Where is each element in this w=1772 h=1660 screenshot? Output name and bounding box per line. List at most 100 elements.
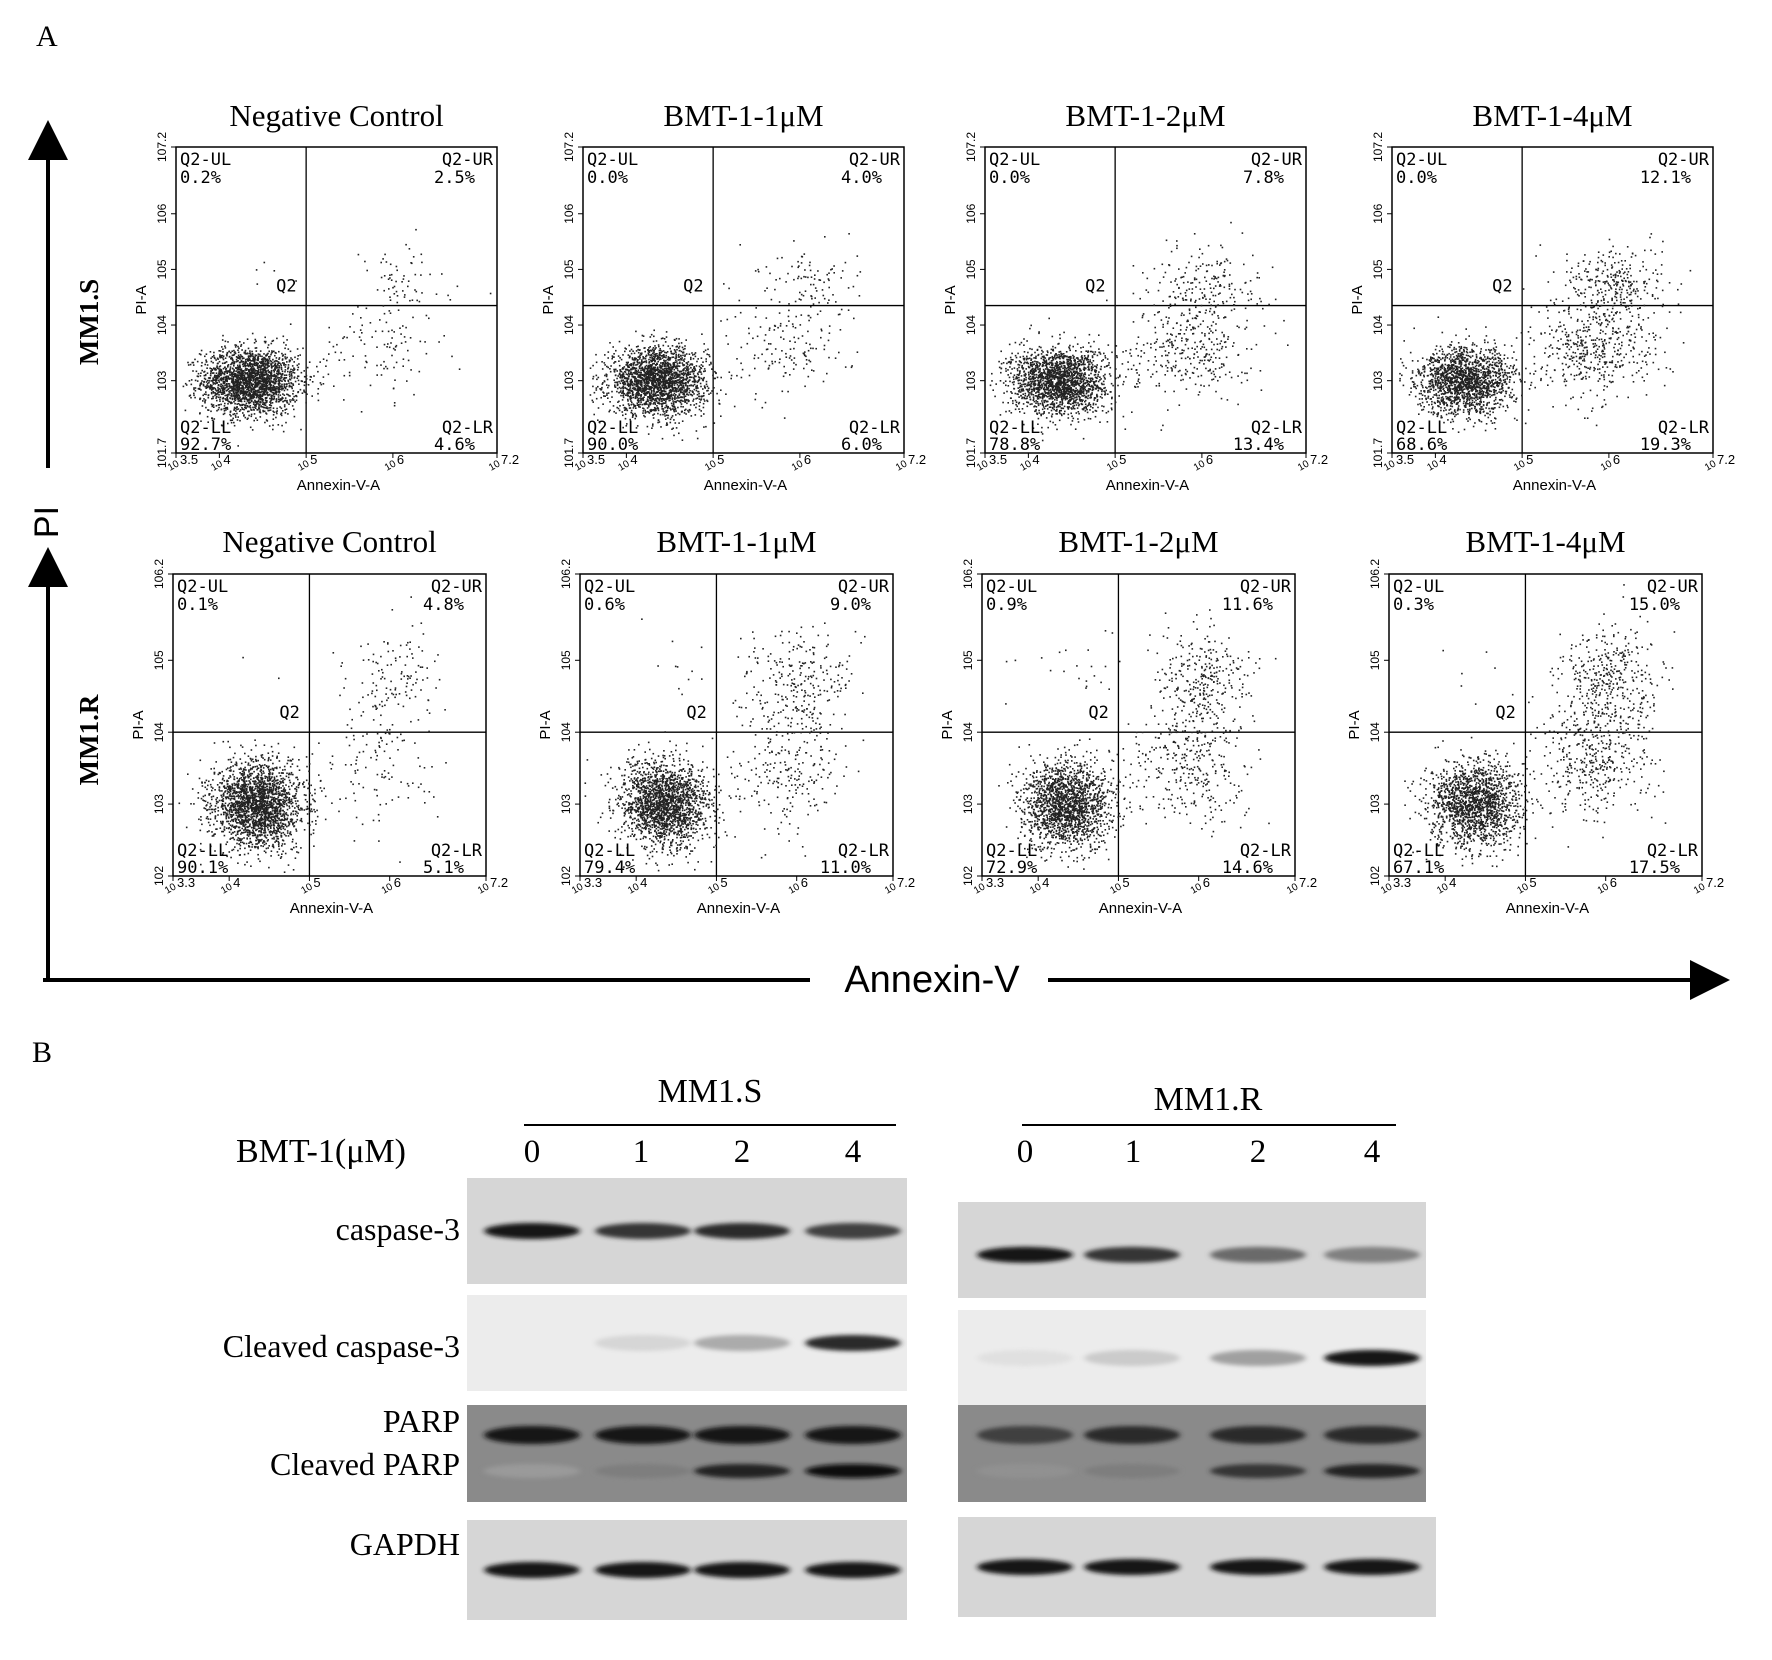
y-tick-label: 105 [964,259,985,279]
blot-band [694,1223,790,1239]
quadrant-lr-percent: 14.6% [1222,858,1273,878]
x-tick-label: 104 [1018,452,1039,474]
quadrant-ll-name: Q2-LL [1393,841,1444,861]
y-tick-label: 103 [964,370,985,391]
gate-label: Q2 [1495,703,1515,723]
quadrant-ur-name: Q2-UR [1647,577,1699,597]
lane-label: 0 [1017,1134,1034,1170]
y-axis-label: PI-A [130,710,147,739]
x-tick-label: 107.2 [487,452,519,474]
y-axis-label: PI-A [133,285,150,314]
quadrant-ur-percent: 11.6% [1222,595,1273,615]
plot-title: BMT-1-4μM [1472,98,1632,133]
blot-band-cleaved [805,1464,901,1478]
row-label-mm1r: MM1.R [74,694,104,785]
lane-label: 0 [524,1134,541,1170]
lane-label: 1 [1125,1134,1142,1170]
x-tick-label: 106 [787,875,808,897]
blot-band [977,1350,1073,1366]
plot-frame [582,146,905,454]
svg-text:101.7: 101.7 [155,438,169,468]
x-tick-label: 104 [1425,452,1446,474]
plot-frame [579,573,894,877]
x-tick-label: 103.5 [166,452,198,474]
scatter-points [1399,233,1692,433]
y-tick-label: 106.2 [961,559,982,589]
quadrant-ur-percent: 15.0% [1629,595,1680,615]
quadrant-lr-name: Q2-LR [1240,841,1292,861]
blot-band [595,1223,691,1239]
quadrant-ur-name: Q2-UR [442,150,494,170]
blot-band [484,1223,580,1239]
y-tick-label: 104 [562,315,583,335]
y-tick-label: 105 [152,650,173,670]
blot-row-label: caspase-3 [336,1211,460,1247]
y-tick-label: 105 [1368,650,1389,670]
lane-label: 4 [845,1134,862,1170]
x-tick-label: 104 [209,452,230,474]
y-tick-label: 102 [1368,866,1389,886]
plot-frame [1388,573,1703,877]
x-tick-label: 105 [1105,452,1126,474]
quadrant-ul-percent: 0.9% [986,595,1027,615]
scatter-points [178,596,447,873]
x-tick-label: 106 [1596,875,1617,897]
pi-axis-label: PI [28,506,66,538]
quadrant-ur-percent: 9.0% [830,595,871,615]
blot-band [484,1562,580,1578]
blot-band [595,1426,691,1444]
svg-text:3.5: 3.5 [180,452,198,467]
scatter-points [589,233,862,441]
blot-band [977,1246,1073,1263]
x-tick-label: 103.5 [573,452,605,474]
quadrant-ll-percent: 78.8% [989,435,1040,455]
quadrant-ll-name: Q2-LL [989,418,1040,438]
quadrant-lr-name: Q2-LR [431,841,483,861]
svg-text:10: 10 [487,458,503,473]
quadrant-lr-name: Q2-LR [1647,841,1699,861]
quadrant-ur-name: Q2-UR [1240,577,1292,597]
blot-band [1324,1559,1420,1575]
quadrant-ur-percent: 12.1% [1640,168,1691,188]
y-tick-label: 105 [1371,259,1392,279]
western-blot: MM1.S MM1.R BMT-1(μM) 0 1 2 4 0 1 2 4 caspase-3… [223,1073,1436,1620]
blot-row-label: Cleaved PARP [270,1446,460,1482]
y-tick-label: 104 [559,722,580,742]
x-tick-label: 104 [219,875,240,897]
group-label-mm1r: MM1.R [1154,1081,1263,1118]
svg-text:6: 6 [397,452,404,467]
y-tick-label: 103 [155,370,176,391]
quadrant-lr-name: Q2-LR [1251,418,1303,438]
scatter-points [584,618,866,872]
blot-band [1084,1246,1180,1263]
gate-label: Q2 [686,703,706,723]
quadrant-ur-name: Q2-UR [849,150,901,170]
plot-frame [1391,146,1714,454]
lane-label: 2 [734,1134,751,1170]
y-tick-label: 107.2 [562,132,583,162]
quadrant-lr-percent: 13.4% [1233,435,1284,455]
x-axis-label: Annexin-V-A [290,900,373,917]
plot-title: Negative Control [222,524,436,559]
blot-band [1324,1350,1420,1366]
quadrant-ll-name: Q2-LL [587,418,638,438]
scatter-points [989,221,1289,442]
svg-text:107.2: 107.2 [155,132,169,162]
quadrant-lr-percent: 11.0% [820,858,871,878]
panel-b-label: B [32,1036,52,1069]
plot-title: BMT-1-2μM [1058,524,1218,559]
blot-band-cleaved [595,1464,691,1478]
quadrant-ur-name: Q2-UR [1251,150,1303,170]
blot-band [1210,1559,1306,1575]
plot-title: Negative Control [229,98,443,133]
svg-text:5: 5 [310,452,317,467]
plot-frame [172,573,487,877]
flow-plot-mm1s-1: Negative Control Q2-UL0.2% Q2-UR2.5% Q2-LL9… [133,98,519,494]
x-tick-label: 105 [296,452,317,474]
blot-row-label: PARP [383,1403,460,1439]
y-tick-label: 104 [155,315,176,335]
gate-label: Q2 [1492,277,1512,297]
quadrant-lr-percent: 4.6% [434,435,475,455]
